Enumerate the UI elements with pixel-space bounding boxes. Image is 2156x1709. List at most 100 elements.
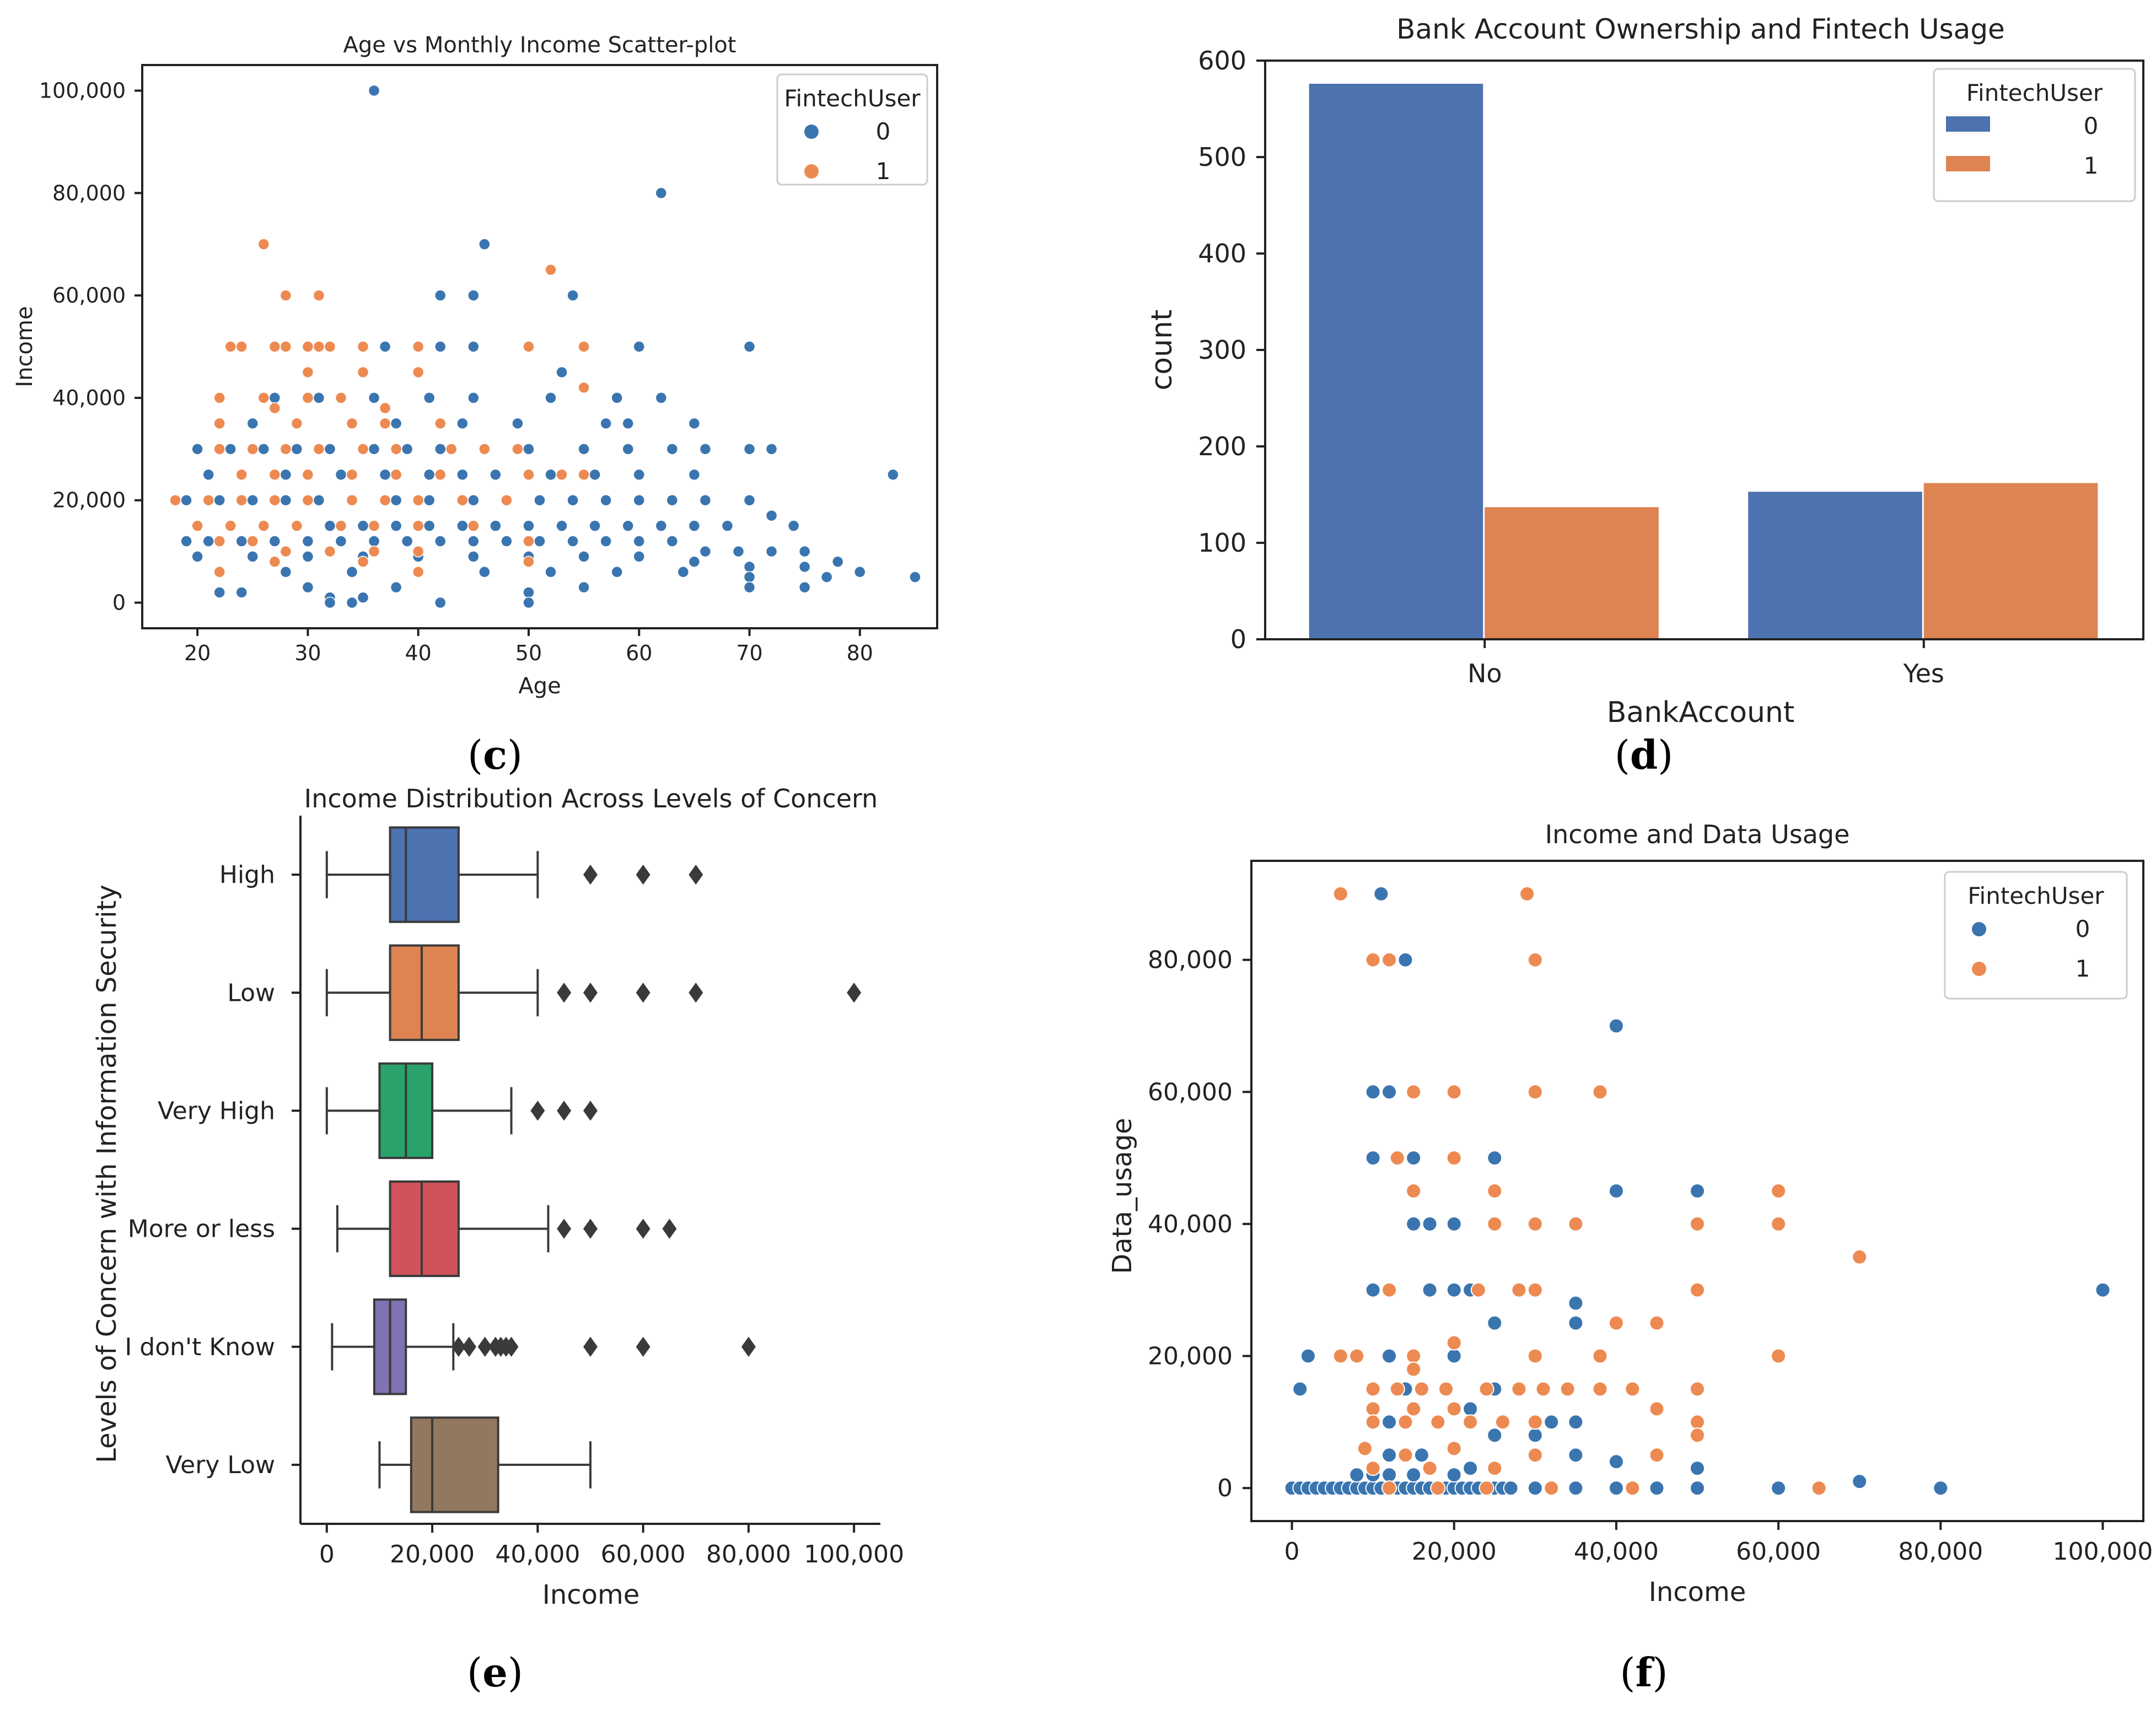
panel-letter-d: d (1630, 731, 1658, 778)
chart-f-point-series-1 (1446, 1401, 1462, 1417)
chart-d-axes-frame (1264, 60, 2144, 640)
chart-c-point-series-1 (302, 392, 314, 404)
chart-c-point-series-0 (335, 468, 347, 481)
chart-d-bar-no-series-0 (1309, 84, 1483, 639)
chart-f-point-series-1 (1852, 1249, 1868, 1265)
chart-f-point-series-0 (1527, 1480, 1543, 1496)
chart-f-point-series-1 (1771, 1183, 1787, 1199)
chart-c-point-series-0 (611, 392, 623, 404)
chart-d-bar-yes-series-1 (1923, 483, 2098, 639)
chart-f-point-series-1 (1406, 1183, 1422, 1199)
chart-c-point-series-0 (688, 556, 701, 568)
chart-f-point-series-0 (1373, 886, 1389, 902)
chart-c-point-series-0 (545, 392, 557, 404)
chart-c-legend-marker-0 (804, 125, 819, 139)
chart-d-ylabel: count (1146, 310, 1179, 391)
chart-c-point-series-1 (257, 392, 270, 404)
chart-e-box-high (389, 826, 460, 923)
chart-f-point-series-0 (1381, 1084, 1397, 1100)
chart-f-point-series-1 (1690, 1427, 1705, 1443)
chart-c-point-series-1 (302, 468, 314, 481)
chart-f-point-series-1 (1771, 1216, 1787, 1232)
chart-c-point-series-0 (909, 571, 921, 583)
chart-c-point-series-1 (213, 417, 225, 430)
chart-c-point-series-1 (213, 443, 225, 455)
chart-e-ytick-label: Very High (158, 1097, 275, 1125)
chart-f-point-series-1 (1690, 1216, 1705, 1232)
chart-c-point-series-1 (169, 494, 181, 506)
chart-e-outlier-i-don-t-know (504, 1336, 519, 1357)
chart-c-point-series-1 (235, 494, 248, 506)
chart-c-point-series-0 (390, 520, 402, 532)
chart-c-point-series-0 (556, 366, 568, 379)
chart-d-bank-account-bars: Bank Account Ownership and Fintech Usage… (1146, 13, 2144, 729)
chart-c-point-series-0 (456, 520, 469, 532)
chart-c-point-series-0 (743, 560, 756, 573)
chart-e-ytick-label: Low (227, 979, 275, 1007)
chart-f-point-series-1 (1463, 1414, 1478, 1430)
chart-c-point-series-1 (279, 341, 292, 353)
chart-c-point-series-0 (820, 571, 833, 583)
chart-c-point-series-0 (666, 535, 679, 547)
panel-label-f: (f) (1620, 1649, 1668, 1696)
chart-f-point-series-1 (1487, 1183, 1503, 1199)
chart-c-point-series-0 (556, 520, 568, 532)
chart-e-xtick-label: 100,000 (804, 1540, 904, 1568)
chart-f-point-series-1 (1649, 1315, 1665, 1331)
chart-f-point-series-0 (1406, 1467, 1422, 1483)
chart-c-point-series-0 (291, 443, 303, 455)
chart-f-point-series-1 (1560, 1381, 1576, 1397)
chart-c-point-series-0 (600, 417, 612, 430)
chart-c-point-series-1 (346, 417, 358, 430)
chart-f-point-series-0 (1463, 1460, 1478, 1476)
chart-c-point-series-0 (765, 545, 778, 558)
chart-c-point-series-0 (379, 341, 391, 353)
chart-c-point-series-1 (279, 443, 292, 455)
chart-c-point-series-1 (390, 443, 402, 455)
chart-e-outlier-i-don-t-know (477, 1336, 492, 1357)
chart-c-xtick-label: 50 (515, 641, 542, 665)
chart-f-point-series-1 (1397, 1447, 1413, 1463)
chart-e-title: Income Distribution Across Levels of Con… (304, 784, 878, 813)
chart-f-point-series-1 (1365, 1401, 1381, 1417)
chart-c-point-series-0 (798, 545, 811, 558)
chart-f-point-series-0 (1608, 1183, 1624, 1199)
chart-c-point-series-0 (202, 468, 214, 481)
chart-f-point-series-1 (1365, 1414, 1381, 1430)
chart-f-point-series-1 (1625, 1480, 1641, 1496)
chart-f-legend-label-1: 1 (2076, 955, 2090, 982)
chart-c-ytick-label: 20,000 (52, 488, 126, 513)
chart-c-point-series-0 (324, 596, 336, 609)
chart-c-point-series-0 (523, 520, 535, 532)
chart-c-point-series-1 (291, 520, 303, 532)
chart-f-point-series-1 (1446, 1084, 1462, 1100)
chart-c-point-series-0 (235, 586, 248, 599)
chart-d-xtick-label: Yes (1903, 659, 1944, 688)
chart-c-xtick-label: 30 (294, 641, 321, 665)
chart-d-title: Bank Account Ownership and Fintech Usage (1396, 13, 2005, 45)
chart-f-point-series-1 (1494, 1414, 1510, 1430)
chart-f-point-series-0 (1527, 1427, 1543, 1443)
chart-f-point-series-0 (1422, 1216, 1438, 1232)
chart-c-point-series-1 (379, 494, 391, 506)
chart-d-legend-swatch-0 (1946, 116, 1990, 132)
chart-c-point-series-0 (401, 443, 413, 455)
chart-f-point-series-1 (1690, 1381, 1705, 1397)
chart-f-point-series-1 (1389, 1381, 1405, 1397)
chart-e-xtick-label: 40,000 (495, 1540, 580, 1568)
chart-c-point-series-1 (224, 341, 236, 353)
chart-f-point-series-1 (1511, 1381, 1527, 1397)
chart-e-outlier-very-high (583, 1101, 598, 1121)
chart-c-point-series-1 (368, 520, 380, 532)
chart-f-point-series-1 (1690, 1282, 1705, 1298)
chart-c-point-series-0 (512, 417, 524, 430)
chart-e-outlier-i-don-t-know (583, 1336, 598, 1357)
chart-c-point-series-1 (335, 392, 347, 404)
chart-c-point-series-1 (412, 341, 424, 353)
chart-e-xtick-label: 20,000 (390, 1540, 475, 1568)
chart-c-point-series-0 (191, 443, 203, 455)
chart-f-title: Income and Data Usage (1545, 820, 1850, 849)
chart-f-point-series-0 (1446, 1467, 1462, 1483)
chart-f-point-series-1 (1430, 1480, 1446, 1496)
chart-c-point-series-0 (434, 443, 447, 455)
